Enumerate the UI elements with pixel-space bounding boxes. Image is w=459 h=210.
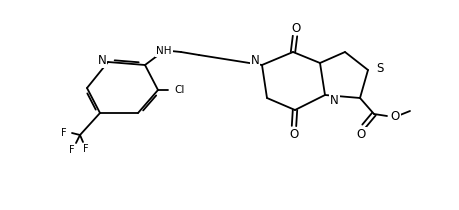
Text: S: S (375, 62, 382, 75)
Text: F: F (61, 128, 67, 138)
Text: F: F (69, 145, 75, 155)
Text: O: O (390, 109, 399, 122)
Text: N: N (250, 55, 259, 67)
Text: N: N (97, 55, 106, 67)
Text: N: N (329, 93, 338, 106)
Text: O: O (356, 127, 365, 140)
Text: F: F (83, 144, 89, 154)
Text: O: O (289, 127, 298, 140)
Text: Cl: Cl (174, 85, 185, 95)
Text: O: O (291, 21, 300, 34)
Text: NH: NH (156, 46, 171, 56)
